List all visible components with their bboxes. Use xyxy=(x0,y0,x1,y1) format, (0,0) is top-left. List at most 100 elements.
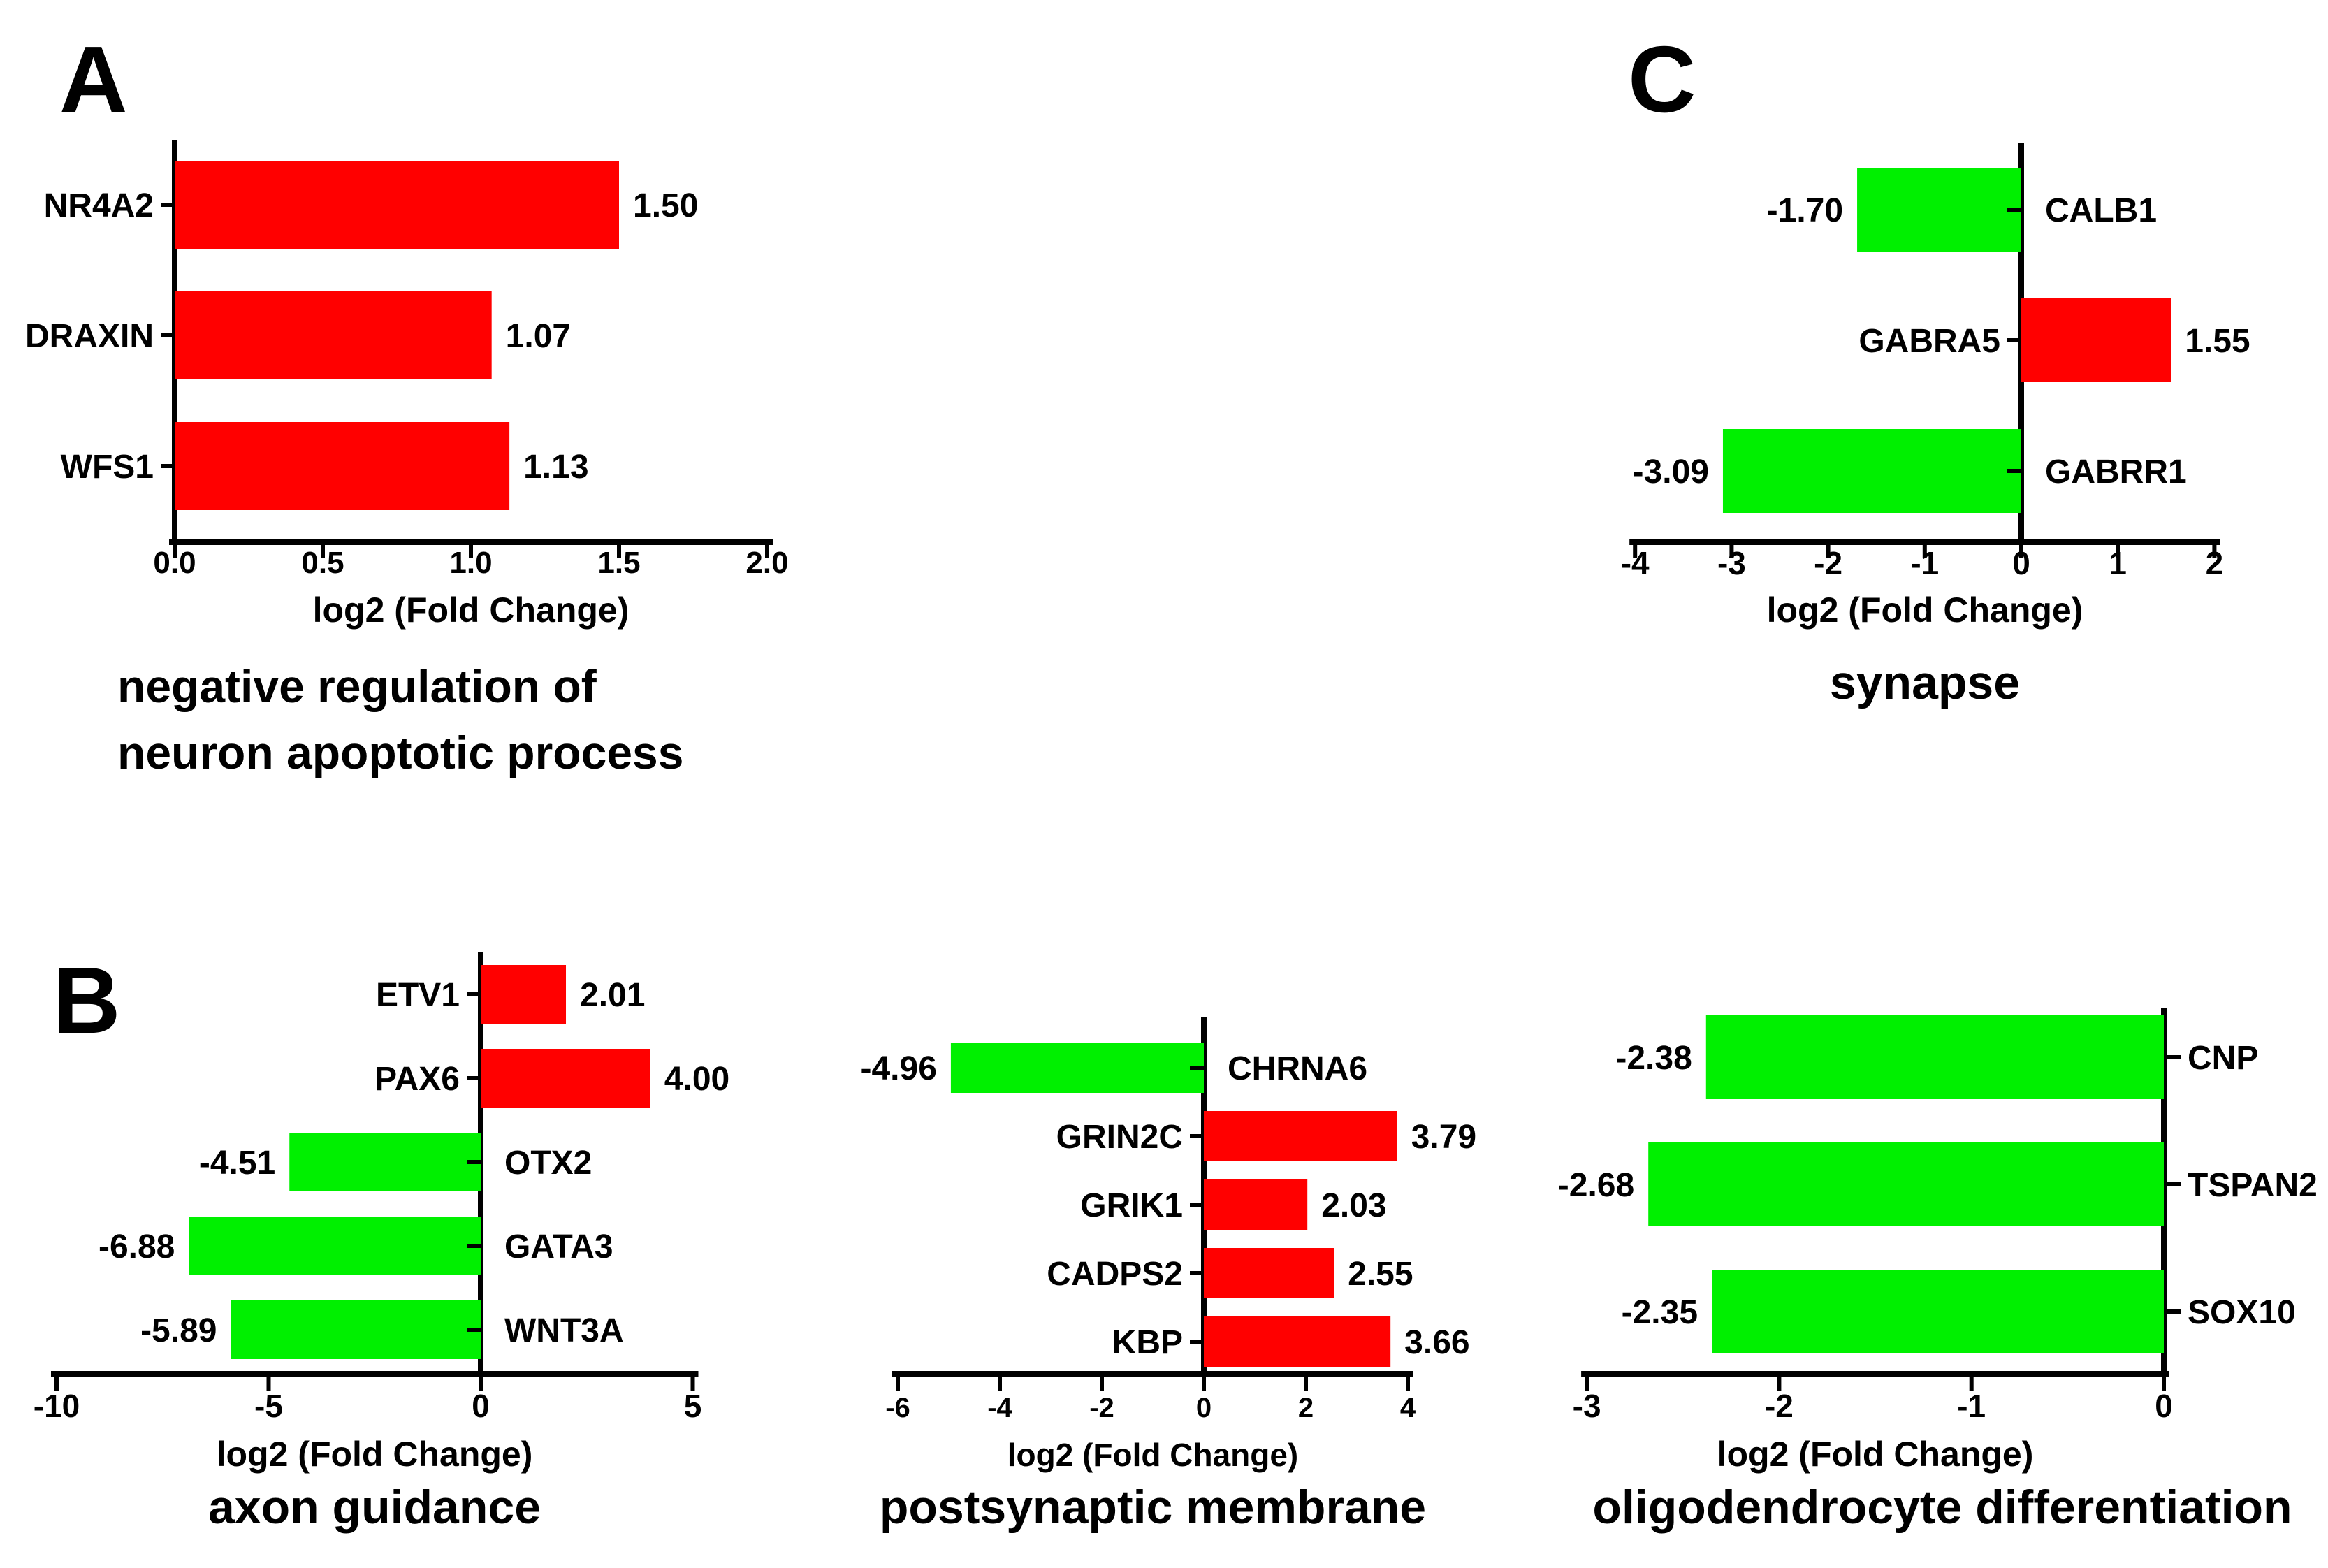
bar-WNT3A xyxy=(231,1300,481,1359)
x-tick-label: -3 xyxy=(1573,1388,1601,1424)
x-axis-tick xyxy=(1826,542,1831,558)
x-axis-tick xyxy=(998,1374,1002,1391)
bar-ETV1 xyxy=(481,965,567,1024)
x-axis-tick xyxy=(321,542,325,558)
x-tick-label: 4 xyxy=(1400,1393,1416,1423)
category-tick xyxy=(1190,1203,1204,1207)
x-tick-label: 2 xyxy=(2206,545,2224,581)
category-tick xyxy=(161,333,175,337)
gene-label: DRAXIN xyxy=(25,318,154,355)
category-tick xyxy=(2007,208,2021,212)
bar-GRIK1 xyxy=(1204,1179,1308,1230)
value-label: 1.55 xyxy=(2185,323,2250,360)
category-tick xyxy=(467,992,481,996)
chart-panel-oligodendrocyte-differentiation: -3 -2 -1 0 log2 (Fold Change) CNP -2.38 TSPAN2 -… xyxy=(1558,1008,2318,1534)
bar-NR4A2 xyxy=(175,161,619,249)
category-tick xyxy=(467,1244,481,1248)
chart-title: postsynaptic membrane xyxy=(880,1481,1426,1534)
value-label: 3.79 xyxy=(1411,1119,1476,1156)
bar-CADPS2 xyxy=(1204,1248,1334,1298)
x-tick-label: -2 xyxy=(1814,545,1842,581)
gene-label: PAX6 xyxy=(374,1061,460,1098)
x-axis-title: log2 (Fold Change) xyxy=(1007,1437,1299,1473)
value-label: 2.03 xyxy=(1321,1187,1386,1224)
value-label: 1.13 xyxy=(523,449,588,486)
category-tick xyxy=(1190,1340,1204,1344)
x-axis-tick xyxy=(479,1374,483,1391)
gene-label: KBP xyxy=(1112,1324,1183,1361)
category-tick xyxy=(1190,1134,1204,1138)
panel-letter: A xyxy=(59,27,128,132)
x-tick-label: 1 xyxy=(2109,545,2127,581)
gene-label: OTX2 xyxy=(504,1145,592,1182)
x-axis-tick xyxy=(173,542,177,558)
category-tick xyxy=(467,1160,481,1164)
gene-label: CHRNA6 xyxy=(1228,1050,1367,1087)
panel-letter: B xyxy=(52,948,121,1053)
x-tick-label: -4 xyxy=(987,1393,1012,1423)
gene-label: GRIK1 xyxy=(1080,1187,1183,1224)
x-axis-tick xyxy=(1304,1374,1308,1391)
gene-label: GATA3 xyxy=(504,1228,613,1265)
gene-label: GABRA5 xyxy=(1858,323,2000,360)
bar-DRAXIN xyxy=(175,291,492,379)
gene-label: GRIN2C xyxy=(1056,1119,1183,1156)
x-tick-label: -1 xyxy=(1957,1388,1986,1424)
bar-TSPAN2 xyxy=(1648,1142,2164,1226)
x-axis-tick xyxy=(1406,1374,1410,1391)
gene-label: SOX10 xyxy=(2188,1294,2296,1331)
x-tick-label: 1.0 xyxy=(449,546,492,580)
bar-GABRA5 xyxy=(2021,298,2171,382)
gene-label: GABRR1 xyxy=(2045,453,2187,491)
x-tick-label: 0.0 xyxy=(153,546,196,580)
x-axis-tick xyxy=(2019,542,2023,558)
gene-label: ETV1 xyxy=(376,977,460,1014)
x-axis-title: log2 (Fold Change) xyxy=(1767,590,2083,630)
x-tick-label: -1 xyxy=(1910,545,1939,581)
x-tick-label: 2 xyxy=(1298,1393,1314,1423)
bar-GRIN2C xyxy=(1204,1111,1397,1161)
x-axis-tick xyxy=(2162,1374,2166,1391)
chart-title: neuron apoptotic process xyxy=(117,727,683,778)
value-label: 2.01 xyxy=(580,977,645,1014)
category-tick xyxy=(2167,1055,2181,1059)
bar-KBP xyxy=(1204,1316,1391,1367)
x-axis-tick xyxy=(1729,542,1734,558)
value-label: 4.00 xyxy=(664,1061,729,1098)
value-label: -2.68 xyxy=(1558,1167,1634,1204)
x-tick-label: 0.5 xyxy=(301,546,344,580)
x-axis-tick xyxy=(1202,1374,1206,1391)
chart-title: axon guidance xyxy=(208,1481,541,1534)
x-axis-tick xyxy=(469,542,473,558)
bar-GATA3 xyxy=(189,1217,481,1275)
x-tick-label: 0 xyxy=(472,1388,490,1424)
bar-GABRR1 xyxy=(1722,429,2021,513)
category-tick xyxy=(467,1328,481,1332)
value-label: 1.50 xyxy=(633,187,698,224)
value-label: -6.88 xyxy=(99,1228,175,1265)
category-tick xyxy=(161,464,175,468)
x-axis-tick xyxy=(1633,542,1638,558)
chart-panel-synapse: -4 -3 -2 -1 0 1 2 log2 (Fold Change) CALB1 -1.70 G… xyxy=(1621,27,2250,709)
x-axis-line xyxy=(892,1371,1413,1377)
bar-CHRNA6 xyxy=(950,1043,1204,1093)
gene-label: CALB1 xyxy=(2045,192,2157,229)
x-axis-tick xyxy=(1100,1374,1104,1391)
value-label: 3.66 xyxy=(1404,1324,1469,1361)
x-tick-label: -2 xyxy=(1765,1388,1794,1424)
bar-OTX2 xyxy=(289,1133,481,1191)
x-tick-label: -6 xyxy=(885,1393,910,1423)
x-axis-tick xyxy=(54,1374,59,1391)
value-label: -2.35 xyxy=(1622,1294,1698,1331)
x-tick-label: 2.0 xyxy=(745,546,788,580)
chart-title: synapse xyxy=(1830,656,2020,709)
x-tick-label: 0 xyxy=(2012,545,2030,581)
gene-label: TSPAN2 xyxy=(2188,1167,2318,1204)
value-label: 1.07 xyxy=(506,318,571,355)
category-tick xyxy=(1190,1271,1204,1275)
x-tick-label: -2 xyxy=(1089,1393,1114,1423)
x-tick-label: 0 xyxy=(2155,1388,2173,1424)
bar-WFS1 xyxy=(175,422,510,510)
category-tick xyxy=(161,203,175,207)
